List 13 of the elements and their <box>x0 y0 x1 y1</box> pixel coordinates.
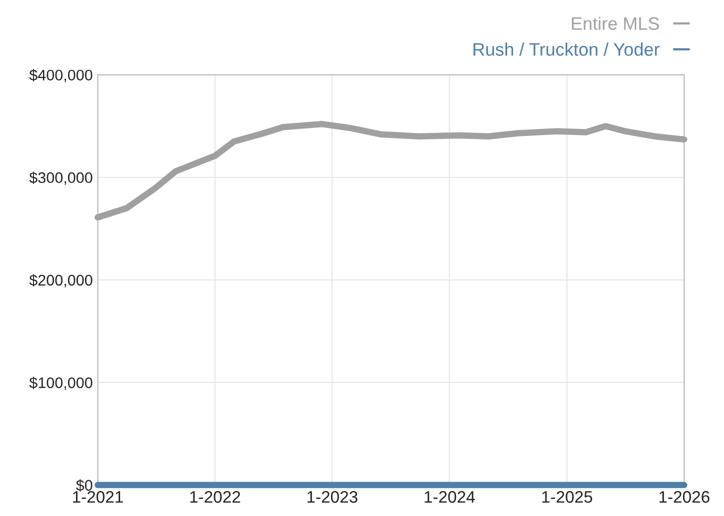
x-tick-label: 1-2025 <box>542 491 592 503</box>
y-tick-label: $400,000 <box>29 69 92 82</box>
y-tick-label: $200,000 <box>29 274 92 288</box>
legend-label: Entire MLS <box>572 16 659 30</box>
y-tick-label: $100,000 <box>29 376 92 390</box>
x-tick-label: 1-2024 <box>424 491 475 503</box>
x-tick-label: 1-2022 <box>190 491 240 503</box>
y-tick-label: $300,000 <box>29 172 92 185</box>
legend-label: Rush / Truckton / Yoder <box>474 42 660 56</box>
x-tick-label: 1-2021 <box>73 491 123 503</box>
x-tick-label: 1-2026 <box>660 491 710 503</box>
y-tick-label: $0 <box>76 479 92 492</box>
x-tick-label: 1-2023 <box>308 491 358 503</box>
